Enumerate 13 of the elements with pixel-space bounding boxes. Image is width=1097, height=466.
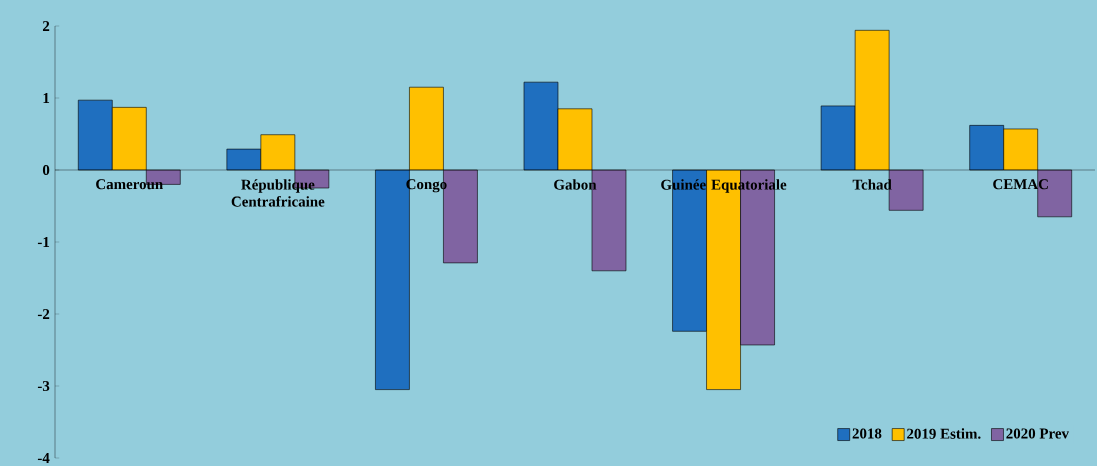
y-tick-label: -4 — [37, 453, 50, 463]
x-tick-label: CEMAC — [993, 179, 1048, 190]
legend-label: 2019 Estim. — [907, 428, 981, 439]
y-tick-label: 1 — [43, 93, 50, 103]
x-tick-label: Cameroun — [96, 179, 163, 190]
y-tick-label: 0 — [42, 164, 50, 176]
y-tick-label: -2 — [37, 309, 50, 319]
y-tick-label: -1 — [37, 237, 50, 247]
x-tick-label: République Centrafricaine — [231, 179, 325, 207]
legend-label: 2020 Prev — [1006, 428, 1069, 439]
legend-label: 2018 — [852, 428, 882, 439]
y-tick-label: 2 — [42, 21, 50, 31]
y-tick-label: -3 — [37, 380, 50, 392]
